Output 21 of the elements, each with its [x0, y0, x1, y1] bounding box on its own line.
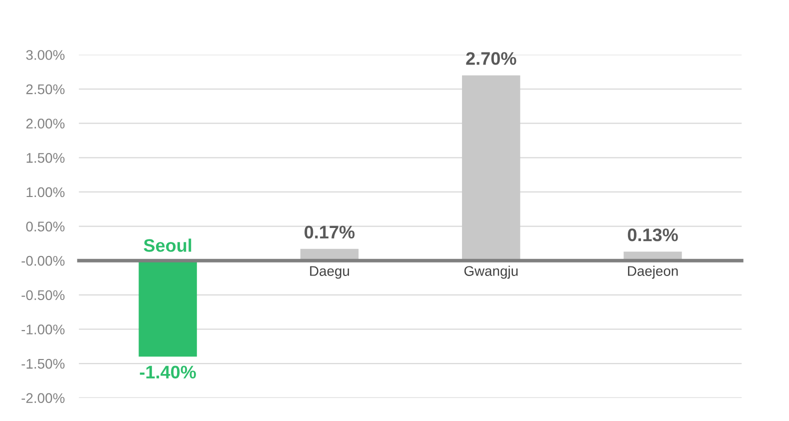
- data-label: 0.13%: [628, 228, 678, 242]
- y-tick-label: 0.50%: [26, 222, 65, 232]
- x-tick-label: Daegu: [310, 266, 349, 279]
- x-tick-label: Daejeon: [628, 266, 678, 279]
- y-tick-label: 2.00%: [26, 118, 65, 129]
- y-tick-label: 3.00%: [26, 50, 65, 60]
- x-tick-label: Gwangju: [464, 266, 518, 279]
- y-tick-label: -1.00%: [22, 324, 65, 334]
- y-tick-label: 1.00%: [26, 187, 65, 198]
- y-tick-label: 1.50%: [26, 153, 65, 163]
- x-tick-label: Seoul: [144, 238, 192, 252]
- data-label: 0.17%: [304, 226, 355, 238]
- bar: [138, 260, 197, 357]
- data-label: -1.40%: [140, 366, 196, 379]
- y-tick-label: 2.50%: [26, 84, 65, 94]
- bar: [462, 75, 520, 261]
- y-tick-label: -0.50%: [22, 290, 65, 300]
- y-tick-label: -2.00%: [22, 393, 65, 404]
- data-label: 2.70%: [466, 52, 516, 65]
- y-tick-label: -1.50%: [22, 358, 65, 369]
- y-tick-label: -0.00%: [22, 256, 65, 266]
